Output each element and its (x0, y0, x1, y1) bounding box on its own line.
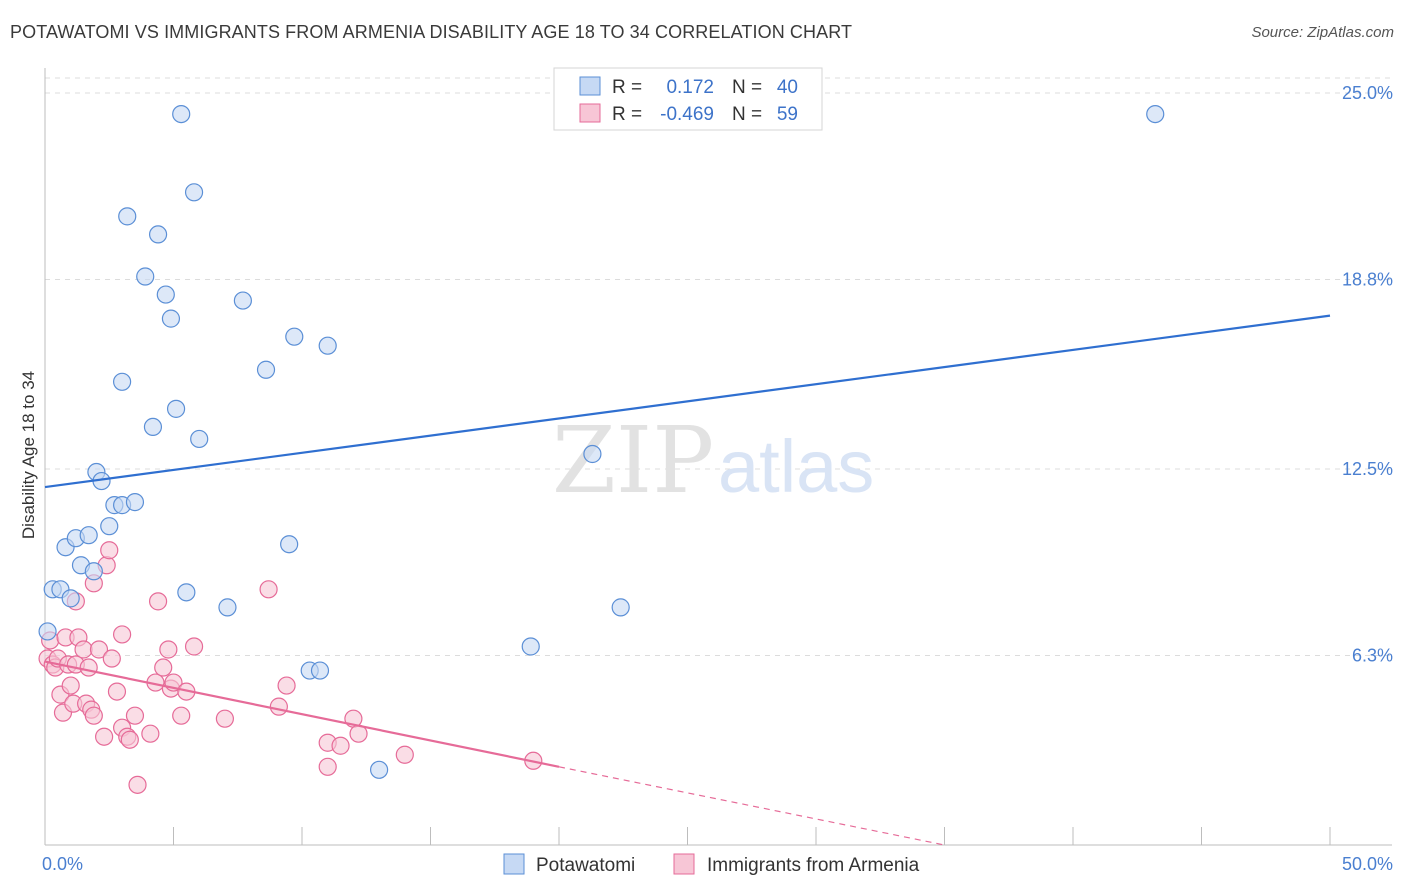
y-tick-label-0: 6.3% (1352, 646, 1393, 666)
legend-r-label-1: R = (612, 77, 642, 98)
trend-lines (44, 314, 1331, 846)
armenia-point-30 (125, 706, 145, 725)
potawatomi-point-36 (521, 637, 540, 656)
armenia-point-25 (107, 682, 127, 701)
chart-title: POTAWATOMI VS IMMIGRANTS FROM ARMENIA DI… (10, 22, 853, 42)
armenia-trend-line (44, 660, 560, 768)
legend-n-value-2: 59 (777, 104, 798, 125)
potawatomi-point-38 (611, 598, 630, 617)
armenia-point-45 (277, 676, 296, 695)
potawatomi-point-34 (318, 336, 337, 355)
legend-r-value-1: 0.172 (666, 77, 714, 98)
potawatomi-point-0 (38, 622, 57, 641)
potawatomi-point-31 (280, 535, 299, 554)
armenia-point-42 (215, 709, 234, 728)
y-tick-label-1: 12.5% (1342, 459, 1393, 479)
armenia-point-20 (89, 640, 109, 659)
potawatomi-point-4 (61, 589, 80, 608)
tick-labels: 6.3% 12.5% 18.8% 25.0% 0.0% 50.0% (42, 83, 1393, 874)
armenia-point-43 (259, 580, 278, 599)
armenia-point-18 (84, 706, 103, 725)
y-tick-label-2: 18.8% (1342, 270, 1393, 290)
potawatomi-points (38, 104, 1165, 779)
grid-lines (45, 77, 1392, 657)
potawatomi-point-17 (136, 267, 155, 286)
potawatomi-point-24 (177, 583, 196, 602)
armenia-point-48 (331, 736, 350, 755)
potawatomi-point-21 (161, 309, 181, 328)
chart-source: Source: ZipAtlas.com (1251, 24, 1394, 41)
armenia-trend-extension (558, 766, 945, 846)
potawatomi-point-33 (310, 661, 330, 680)
correlation-legend: R = 0.172 N = 40 R = -0.469 N = 59 (553, 67, 823, 131)
potawatomi-point-23 (172, 104, 191, 124)
armenia-point-51 (395, 745, 414, 764)
legend-r-value-2: -0.469 (660, 104, 714, 125)
y-tick-label-3: 25.0% (1342, 83, 1393, 103)
armenia-point-41 (184, 637, 204, 656)
armenia-point-21 (95, 727, 114, 746)
legend-n-label-1: N = (732, 77, 762, 98)
potawatomi-point-39 (1146, 104, 1165, 124)
armenia-points (38, 541, 543, 794)
armenia-point-27 (112, 625, 132, 644)
legend-potawatomi-label: Potawatomi (536, 855, 635, 876)
potawatomi-point-37 (583, 444, 602, 464)
potawatomi-point-30 (285, 327, 304, 346)
armenia-point-36 (159, 640, 178, 659)
armenia-point-32 (141, 724, 160, 743)
potawatomi-point-20 (156, 285, 175, 304)
potawatomi-point-28 (233, 291, 252, 310)
armenia-point-34 (148, 592, 168, 611)
legend-armenia-label: Immigrants from Armenia (707, 855, 920, 876)
potawatomi-point-27 (218, 598, 237, 617)
legend-r-label-2: R = (612, 104, 642, 125)
armenia-point-29 (120, 730, 139, 749)
legend-swatch-pink (579, 103, 601, 123)
armenia-point-9 (61, 676, 80, 695)
axes (44, 68, 1392, 846)
potawatomi-point-8 (84, 562, 103, 581)
x-tick-label-1: 50.0% (1342, 854, 1393, 874)
armenia-point-16 (79, 658, 98, 677)
armenia-point-14 (74, 640, 93, 659)
armenia-point-44 (269, 697, 288, 716)
potawatomi-point-29 (256, 360, 276, 379)
potawatomi-point-15 (112, 372, 132, 391)
potawatomi-point-35 (370, 760, 389, 779)
armenia-point-31 (128, 775, 147, 794)
legend-armenia-swatch (673, 853, 695, 875)
potawatomi-point-14 (125, 493, 145, 512)
legend-swatch-blue (579, 76, 601, 96)
potawatomi-point-18 (143, 417, 163, 437)
potawatomi-point-11 (100, 517, 119, 536)
armenia-point-35 (154, 658, 173, 677)
legend-n-value-1: 40 (777, 77, 798, 98)
watermark-atlas: atlas (718, 425, 874, 508)
potawatomi-point-25 (184, 183, 204, 202)
potawatomi-point-22 (166, 399, 186, 418)
armenia-point-47 (318, 757, 337, 776)
potawatomi-trend-line (44, 314, 1331, 489)
legend-potawatomi-swatch (503, 853, 525, 875)
watermark-zip: ZIP (552, 407, 714, 514)
y-axis-label: Disability Age 18 to 34 (19, 371, 38, 539)
legend-n-label-2: N = (732, 104, 762, 125)
x-tick-label-0: 0.0% (42, 854, 83, 874)
potawatomi-point-16 (118, 207, 137, 226)
armenia-point-39 (172, 706, 191, 725)
potawatomi-point-19 (148, 225, 168, 244)
series-legend: Potawatomi Immigrants from Armenia (503, 853, 920, 876)
armenia-point-23 (100, 541, 119, 560)
potawatomi-point-7 (79, 526, 98, 545)
armenia-point-24 (102, 649, 121, 668)
potawatomi-point-26 (190, 429, 209, 449)
